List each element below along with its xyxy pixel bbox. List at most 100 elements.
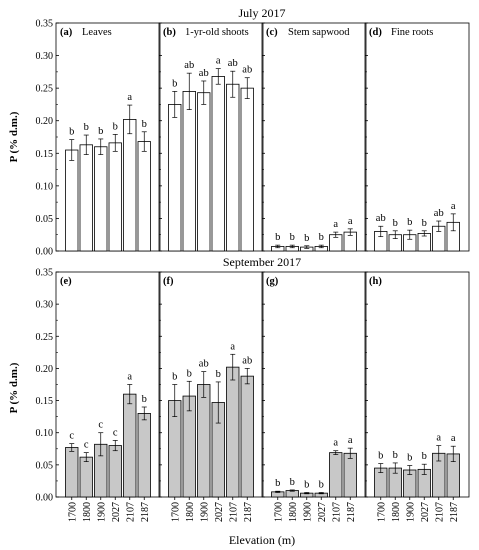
y-tick-label: 0.30 <box>36 51 54 62</box>
y-axis-label-top: P (% d.m.) <box>8 111 20 162</box>
panel-tag: (d) <box>369 27 382 38</box>
x-tick-label: 1900 <box>405 502 416 522</box>
bar <box>65 149 79 252</box>
significance-letter: a <box>348 435 353 446</box>
bar <box>197 92 211 252</box>
x-tick-label: 1800 <box>82 502 93 522</box>
panel-tag: (f) <box>163 276 174 287</box>
x-tick-label: 1700 <box>67 502 78 522</box>
significance-letter: a <box>436 433 441 444</box>
significance-letter: b <box>142 394 147 405</box>
bar <box>79 144 93 252</box>
x-tick-label: 2107 <box>434 502 445 522</box>
x-tick-label: 1800 <box>185 502 196 522</box>
bar <box>123 393 137 498</box>
significance-letter: b <box>304 233 309 244</box>
significance-letter: b <box>422 451 427 462</box>
y-axis-label-bottom: P (% d.m.) <box>8 362 20 413</box>
y-tick-label: 0.20 <box>36 364 54 375</box>
x-tick-label: 2107 <box>228 502 239 522</box>
panel-tag: (h) <box>369 276 382 287</box>
significance-letter: a <box>127 372 132 383</box>
significance-letter: ab <box>199 68 209 79</box>
bar <box>343 452 357 498</box>
x-tick-label: 2187 <box>449 502 460 522</box>
significance-letter: a <box>348 216 353 227</box>
y-tick-label: 0.10 <box>36 181 54 192</box>
bar <box>226 366 240 498</box>
x-tick-label: 1800 <box>391 502 402 522</box>
significance-letter: b <box>172 372 177 383</box>
bar <box>240 375 254 498</box>
x-tick-label: 2107 <box>331 502 342 522</box>
y-tick-label: 0.35 <box>36 19 54 30</box>
y-tick-label: 0.20 <box>36 116 54 127</box>
x-tick-label: 1800 <box>288 502 299 522</box>
bar <box>79 456 93 498</box>
bar <box>226 83 240 252</box>
y-tick-label: 0.25 <box>36 332 54 343</box>
significance-letter: b <box>172 78 177 89</box>
significance-letter: ab <box>242 65 252 76</box>
panel-tag: (b) <box>163 27 176 38</box>
panel-label: Stem sapwood <box>288 27 350 38</box>
bar <box>240 87 254 252</box>
significance-letter: b <box>393 450 398 461</box>
significance-letter: a <box>127 92 132 103</box>
significance-letter: ab <box>242 355 252 366</box>
bar <box>108 445 122 498</box>
significance-letter: b <box>378 451 383 462</box>
bar <box>197 384 211 498</box>
significance-letter: c <box>98 420 103 431</box>
significance-letter: b <box>275 232 280 243</box>
y-tick-label: 0.30 <box>36 300 54 311</box>
significance-letter: a <box>216 56 221 67</box>
significance-letter: ab <box>228 58 238 69</box>
significance-letter: ab <box>376 213 386 224</box>
significance-letter: b <box>187 368 192 379</box>
significance-letter: b <box>407 217 412 228</box>
bar <box>182 91 196 252</box>
middle-title: September 2017 <box>223 255 301 269</box>
x-tick-label: 1700 <box>170 502 181 522</box>
top-title: July 2017 <box>238 6 285 20</box>
x-tick-label: 2027 <box>214 502 225 522</box>
significance-letter: b <box>319 480 324 491</box>
y-tick-label: 0.25 <box>36 84 54 95</box>
x-tick-label: 2027 <box>317 502 328 522</box>
significance-letter: b <box>422 218 427 229</box>
panel-g: (g) b 1700 b 1800 b 1900 b 2027 a 2107 a 2187 <box>261 271 367 522</box>
significance-letter: b <box>275 478 280 489</box>
significance-letter: b <box>69 127 74 138</box>
y-tick-label: 0.00 <box>36 493 54 504</box>
panel-h: (h) b 1700 b 1800 b 1900 b 2027 a 2107 a 2187 <box>364 271 470 522</box>
panel-e: 0.00 0.05 0.10 0.15 0.20 0.25 0.30 0.35 (e) c 1700… <box>36 268 161 522</box>
panel-tag: (g) <box>266 276 279 287</box>
y-tick-label: 0.15 <box>36 396 54 407</box>
bar <box>182 395 196 498</box>
significance-letter: a <box>230 341 235 352</box>
panel-tag: (e) <box>60 276 72 287</box>
x-axis-label: Elevation (m) <box>229 533 295 547</box>
significance-letter: b <box>290 477 295 488</box>
significance-letter: b <box>393 218 398 229</box>
x-tick-label: 1700 <box>273 502 284 522</box>
panel-label: 1-yr-old shoots <box>185 27 249 38</box>
x-tick-label: 2187 <box>243 502 254 522</box>
x-tick-label: 2027 <box>111 502 122 522</box>
panel-f: (f) b 1700 b 1800 ab 1900 b 2027 a 2107 ab 2187 <box>158 271 264 522</box>
panels: 0.00 0.05 0.10 0.15 0.20 0.25 0.30 0.35 (a) Leave… <box>36 19 470 522</box>
significance-letter: b <box>290 232 295 243</box>
bar <box>137 413 151 498</box>
x-tick-label: 1900 <box>302 502 313 522</box>
bar <box>65 447 79 498</box>
significance-letter: c <box>69 431 74 442</box>
significance-letter: b <box>84 122 89 133</box>
y-tick-label: 0.05 <box>36 460 54 471</box>
significance-letter: b <box>304 480 309 491</box>
x-tick-label: 2187 <box>346 502 357 522</box>
bar <box>137 141 151 252</box>
